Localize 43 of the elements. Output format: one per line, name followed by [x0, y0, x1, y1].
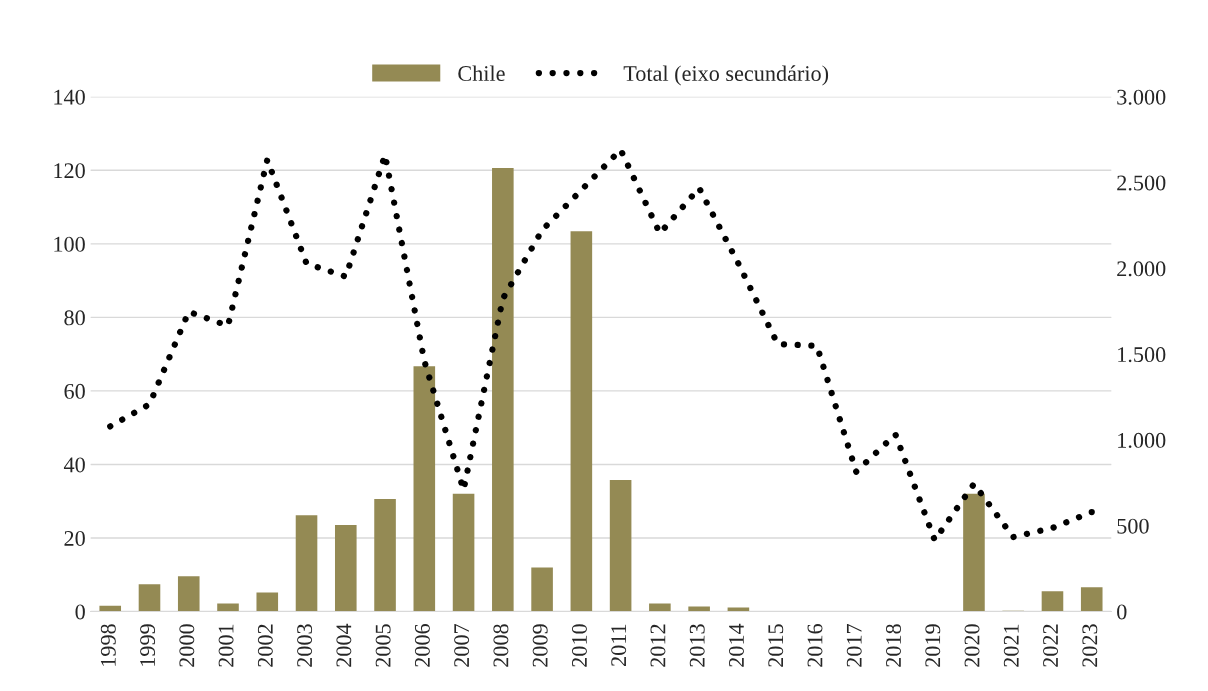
x-tick-label: 2019 — [925, 624, 941, 667]
y-tick-label: 20 — [64, 530, 85, 546]
x-tick-label: 2004 — [336, 623, 352, 667]
legend-label: Total (eixo secundário) — [623, 65, 829, 86]
y-tick-label: 140 — [54, 89, 85, 105]
x-tick-label: 2017 — [846, 623, 862, 667]
x-tick-label: 2014 — [728, 623, 744, 667]
x-tick-label: 1998 — [100, 624, 116, 666]
x-tick-label: 2010 — [571, 624, 587, 667]
x-tick-label: 2003 — [297, 624, 313, 667]
x-tick-label: 2012 — [650, 624, 666, 667]
x-tick-label: 2013 — [689, 624, 705, 667]
y2-tick-label: 0 — [1117, 604, 1127, 620]
y2-tick-label: 2.000 — [1117, 261, 1166, 277]
x-tick-label: 2000 — [179, 624, 195, 667]
x-tick-label: 2015 — [768, 624, 784, 667]
y-tick-label: 120 — [54, 163, 85, 179]
x-tick-label: 2018 — [886, 624, 901, 667]
x-tick-label: 2016 — [807, 624, 823, 667]
x-tick-label: 2002 — [257, 624, 273, 667]
y2-tick-label: 500 — [1117, 518, 1149, 534]
y-tick-label: 80 — [64, 310, 85, 326]
x-tick-label: 2021 — [1003, 624, 1019, 667]
y2-tick-label: 2.500 — [1117, 175, 1166, 191]
y-tick-label: 60 — [64, 383, 85, 399]
y2-tick-label: 1.000 — [1118, 432, 1166, 448]
x-tick-label: 2020 — [964, 624, 980, 667]
y-tick-label: 0 — [75, 604, 85, 620]
x-tick-label: 2007 — [454, 623, 470, 667]
legend-label: Chile — [458, 65, 505, 82]
x-tick-label: 2006 — [414, 624, 430, 667]
x-tick-label: 2009 — [532, 624, 548, 667]
y2-tick-label: 3.000 — [1117, 89, 1166, 105]
x-tick-label: 2023 — [1082, 624, 1098, 667]
y2-tick-label: 1.500 — [1118, 347, 1166, 363]
x-tick-label: 2001 — [218, 624, 234, 667]
x-tick-label: 2005 — [375, 624, 391, 667]
x-tick-label: 1999 — [140, 624, 156, 666]
y-tick-label: 40 — [63, 457, 85, 473]
x-tick-label: 2008 — [493, 624, 509, 667]
y-tick-label: 100 — [54, 236, 85, 252]
x-tick-label: 2011 — [611, 624, 627, 666]
x-tick-label: 2022 — [1043, 624, 1059, 667]
